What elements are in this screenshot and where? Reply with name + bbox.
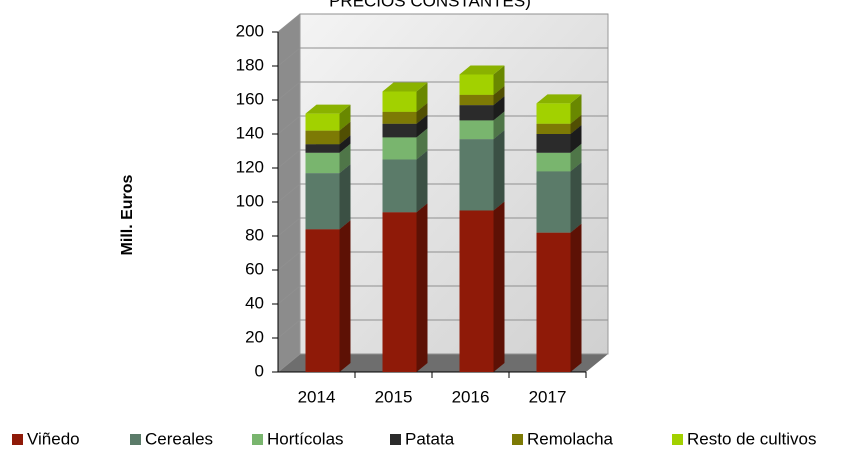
y-tick-label: 120 bbox=[236, 157, 264, 176]
y-tick-label: 100 bbox=[236, 191, 264, 210]
floor bbox=[278, 354, 608, 372]
grid-line bbox=[277, 319, 608, 339]
x-tick-label: 2015 bbox=[375, 387, 413, 406]
y-tick-label: 140 bbox=[236, 123, 264, 142]
legend-swatch bbox=[672, 434, 683, 445]
legend-swatch bbox=[12, 434, 23, 445]
grid-line bbox=[277, 47, 608, 67]
grid-line bbox=[277, 13, 608, 33]
legend-label: Cereales bbox=[145, 429, 213, 448]
bar-segment bbox=[305, 220, 351, 372]
legend-label: Patata bbox=[405, 429, 455, 448]
grid-line bbox=[277, 115, 608, 135]
bar-segment bbox=[382, 150, 428, 213]
legend-label: Remolacha bbox=[527, 429, 614, 448]
legend-label: Hortícolas bbox=[267, 429, 344, 448]
y-tick-label: 60 bbox=[245, 259, 264, 278]
y-tick-label: 80 bbox=[245, 225, 264, 244]
grid-line bbox=[277, 183, 608, 203]
grid-line bbox=[277, 251, 608, 271]
bar-segment bbox=[536, 94, 582, 124]
y-axis-label: Mill. Euros bbox=[119, 174, 136, 255]
bar-segment bbox=[459, 65, 505, 95]
y-tick-label: 180 bbox=[236, 55, 264, 74]
y-tick-label: 40 bbox=[245, 293, 264, 312]
grid-line bbox=[277, 81, 608, 101]
legend-swatch bbox=[252, 434, 263, 445]
grid-line bbox=[277, 149, 608, 169]
chart-title: PRECIOS CONSTANTES) bbox=[329, 0, 531, 10]
grid-line bbox=[277, 353, 608, 373]
bar-segment bbox=[459, 130, 505, 211]
legend-label: Viñedo bbox=[27, 429, 80, 448]
legend-swatch bbox=[390, 434, 401, 445]
x-tick-label: 2017 bbox=[529, 387, 567, 406]
y-tick-label: 20 bbox=[245, 327, 264, 346]
grid-line bbox=[277, 217, 608, 237]
bar-segment bbox=[459, 201, 505, 372]
legend-swatch bbox=[130, 434, 141, 445]
y-tick-label: 200 bbox=[236, 21, 264, 40]
bar-segment bbox=[305, 104, 351, 131]
legend-label: Resto de cultivos bbox=[687, 429, 816, 448]
grid-line bbox=[277, 285, 608, 305]
bar-segment bbox=[305, 164, 351, 230]
x-tick-label: 2016 bbox=[452, 387, 490, 406]
y-tick-label: 0 bbox=[255, 361, 264, 380]
bar-segment bbox=[536, 162, 582, 233]
bar-segment bbox=[382, 203, 428, 372]
x-tick-label: 2014 bbox=[298, 387, 336, 406]
bar-segment bbox=[382, 82, 428, 112]
y-tick-label: 160 bbox=[236, 89, 264, 108]
legend-swatch bbox=[512, 434, 523, 445]
bar-segment bbox=[536, 223, 582, 372]
